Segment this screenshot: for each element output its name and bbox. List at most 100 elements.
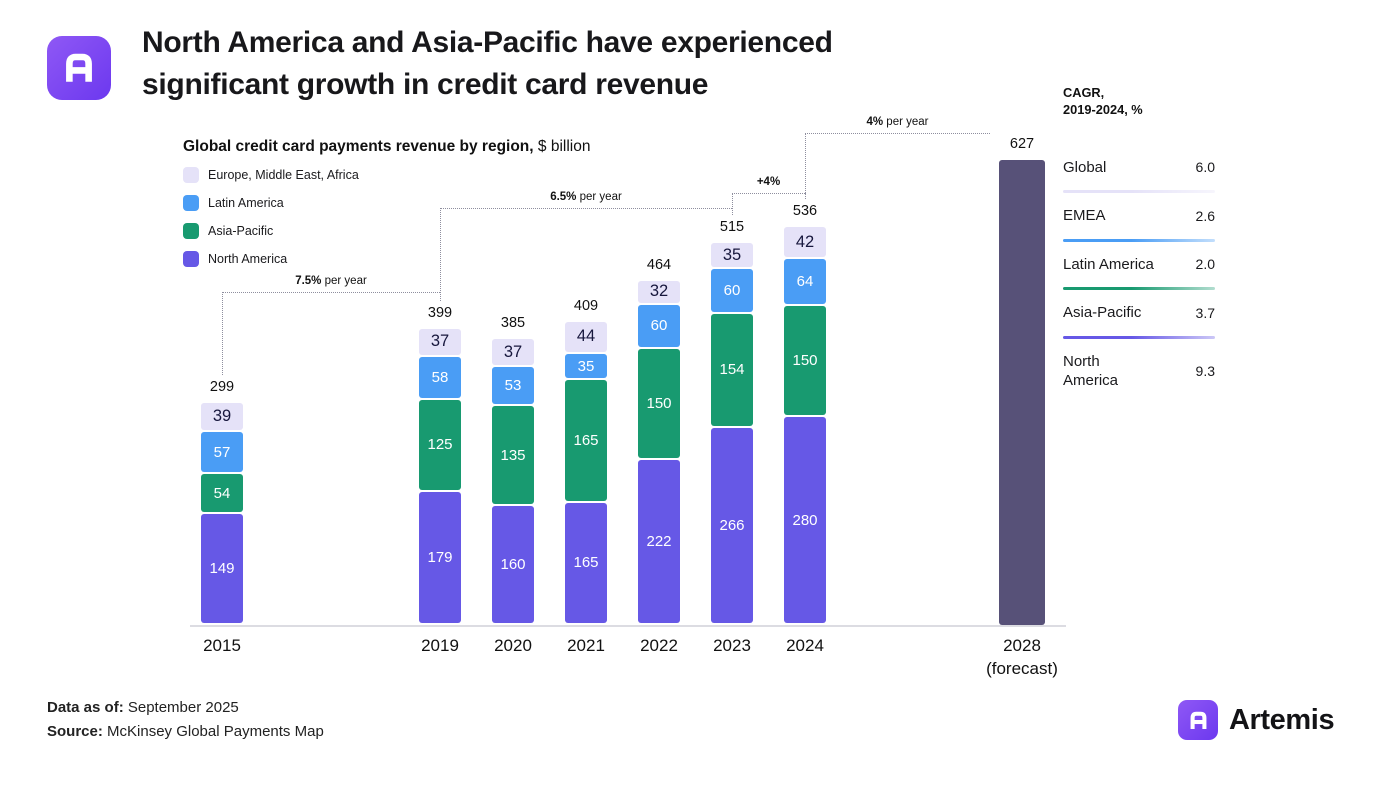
data-as-of-value: September 2025 bbox=[123, 699, 239, 716]
bar-segment: 57 bbox=[201, 432, 243, 473]
cagr-row-label: North America bbox=[1063, 352, 1119, 390]
cagr-title-line1: CAGR, bbox=[1063, 85, 1105, 100]
brand: Artemis bbox=[1178, 700, 1335, 740]
bar-segment: 54 bbox=[201, 474, 243, 513]
data-as-of-label: Data as of: bbox=[47, 699, 124, 716]
cagr-row: Global 6.0 bbox=[1063, 145, 1215, 191]
bar-total-label: 515 bbox=[719, 219, 745, 236]
bar-total-label: 536 bbox=[792, 203, 818, 220]
x-tick-label: 2019 bbox=[380, 635, 500, 658]
annotation-rate: +4% bbox=[756, 176, 781, 188]
source-line: Source: McKinsey Global Payments Map bbox=[47, 720, 324, 744]
annotation-line bbox=[805, 133, 990, 134]
bar-segment: 135 bbox=[492, 406, 534, 505]
bar-segment: 125 bbox=[419, 399, 461, 491]
cagr-row-label: EMEA bbox=[1063, 207, 1106, 225]
bar-total-label: 385 bbox=[500, 315, 526, 332]
cagr-row-line bbox=[1063, 190, 1215, 194]
source-value: McKinsey Global Payments Map bbox=[102, 723, 324, 740]
legend-item: Latin America bbox=[183, 194, 359, 212]
x-tick-label: 2022 bbox=[599, 635, 719, 658]
x-tick-line: 2028 bbox=[1003, 636, 1041, 655]
artemis-a-icon bbox=[1190, 711, 1206, 729]
footnotes: Data as of: September 2025 Source: McKin… bbox=[47, 696, 324, 744]
cagr-row-label: Latin America bbox=[1063, 255, 1154, 273]
bar-segment: 37 bbox=[419, 329, 461, 355]
cagr-row-value: 6.0 bbox=[1195, 159, 1215, 176]
bar-segment: 42 bbox=[784, 227, 826, 257]
bar-segment: 35 bbox=[711, 243, 753, 267]
bar-segment: 35 bbox=[565, 354, 607, 379]
x-tick-line: 2020 bbox=[494, 636, 532, 655]
annotation-line bbox=[732, 193, 733, 216]
x-tick-label: 2020 bbox=[453, 635, 573, 658]
annotation-line bbox=[440, 208, 732, 209]
source-label: Source: bbox=[47, 723, 103, 740]
bar-segment: 44 bbox=[565, 321, 607, 353]
annotation-label: +4% bbox=[689, 176, 849, 188]
annotation-label: 4% per year bbox=[818, 116, 978, 128]
cagr-row-value: 2.6 bbox=[1195, 207, 1215, 224]
bar-segment: 64 bbox=[784, 258, 826, 305]
annotation-suffix: per year bbox=[576, 191, 622, 203]
annotation-line bbox=[222, 292, 223, 376]
cagr-panel-title: CAGR, 2019-2024, % bbox=[1063, 84, 1215, 119]
legend-swatch bbox=[183, 223, 199, 239]
artemis-a-icon bbox=[66, 53, 92, 82]
legend-label: North America bbox=[208, 252, 288, 266]
x-tick-line: 2022 bbox=[640, 636, 678, 655]
page-title-line1: North America and Asia-Pacific have expe… bbox=[142, 26, 833, 59]
bar-segment: 150 bbox=[638, 349, 680, 459]
annotation-label: 6.5% per year bbox=[506, 191, 666, 203]
chart-legend: Europe, Middle East, Africa Latin America… bbox=[183, 166, 359, 268]
bar-forecast bbox=[999, 160, 1045, 625]
page-title: North America and Asia-Pacific have expe… bbox=[142, 22, 1002, 106]
bar-segment: 150 bbox=[784, 306, 826, 416]
x-tick-label: 2021 bbox=[526, 635, 646, 658]
bar-total-label: 399 bbox=[427, 305, 453, 322]
page-title-line2: significant growth in credit card revenu… bbox=[142, 68, 709, 101]
x-tick-label: 2024 bbox=[745, 635, 865, 658]
cagr-title-line2: 2019-2024, % bbox=[1063, 102, 1143, 118]
bar-total-label: 464 bbox=[646, 256, 672, 273]
cagr-row-line bbox=[1063, 335, 1215, 339]
legend-swatch bbox=[183, 251, 199, 267]
cagr-row-value: 2.0 bbox=[1195, 256, 1215, 273]
cagr-row-label: Global bbox=[1063, 158, 1107, 176]
annotation-label: 7.5% per year bbox=[251, 275, 411, 287]
annotation-line bbox=[440, 208, 441, 302]
x-tick-label: 2023 bbox=[672, 635, 792, 658]
artemis-logo-small bbox=[1178, 700, 1218, 740]
chart-title-unit: $ billion bbox=[533, 138, 591, 155]
bar-segment: 154 bbox=[711, 313, 753, 426]
bar-segment: 266 bbox=[711, 427, 753, 623]
bar-segment: 53 bbox=[492, 366, 534, 405]
data-as-of-line: Data as of: September 2025 bbox=[47, 696, 324, 720]
cagr-row-value: 9.3 bbox=[1195, 363, 1215, 380]
x-tick-line: 2023 bbox=[713, 636, 751, 655]
legend-label: Europe, Middle East, Africa bbox=[208, 168, 359, 182]
cagr-row-label: Asia-Pacific bbox=[1063, 304, 1142, 322]
bar-total-label: 299 bbox=[209, 379, 235, 396]
cagr-row: Asia-Pacific 3.7 bbox=[1063, 290, 1215, 336]
bar-segment: 32 bbox=[638, 280, 680, 303]
x-tick-label: 2015 bbox=[162, 635, 282, 658]
bar-segment: 58 bbox=[419, 356, 461, 398]
legend-label: Latin America bbox=[208, 196, 284, 210]
annotation-suffix: per year bbox=[883, 116, 929, 128]
chart-title-bold: Global credit card payments revenue by r… bbox=[183, 138, 534, 155]
legend-item: Europe, Middle East, Africa bbox=[183, 166, 359, 184]
annotation-rate: 6.5% bbox=[550, 191, 577, 203]
brand-name: Artemis bbox=[1229, 703, 1335, 736]
bar-segment: 165 bbox=[565, 502, 607, 623]
bar-segment: 280 bbox=[784, 417, 826, 623]
legend-swatch bbox=[183, 167, 199, 183]
legend-item: Asia-Pacific bbox=[183, 222, 359, 240]
bar-segment: 60 bbox=[711, 269, 753, 312]
legend-swatch bbox=[183, 195, 199, 211]
x-tick-line: (forecast) bbox=[986, 658, 1058, 678]
bar-total-label: 409 bbox=[573, 297, 599, 314]
annotation-rate: 4% bbox=[866, 116, 884, 128]
annotation-rate: 7.5% bbox=[295, 275, 322, 287]
